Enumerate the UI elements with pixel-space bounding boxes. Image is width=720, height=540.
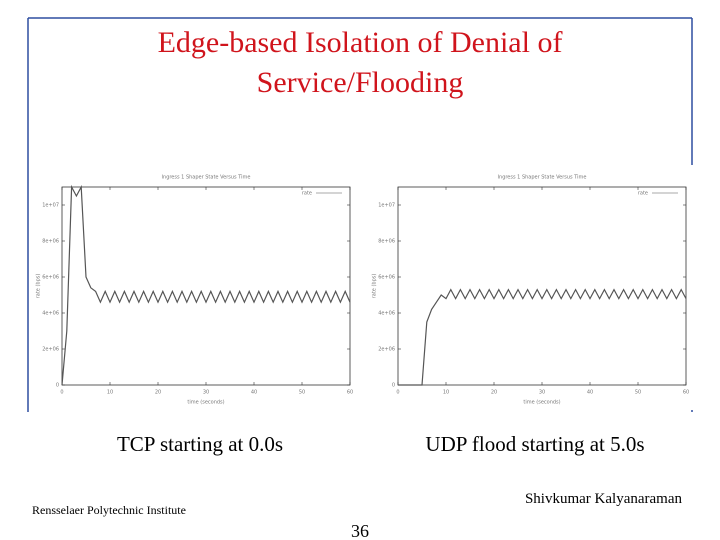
y-tick-label: 0 (56, 383, 59, 389)
x-tick-label: 50 (299, 390, 305, 396)
x-tick-label: 30 (203, 390, 209, 396)
y-axis-label: rate (bps) (36, 274, 42, 299)
y-tick-label: 6e+06 (378, 275, 395, 281)
y-axis-label: rate (bps) (372, 274, 378, 299)
x-tick-label: 10 (443, 390, 449, 396)
footer-left: Rensselaer Polytechnic Institute (32, 503, 186, 517)
page-number: 36 (351, 521, 369, 540)
data-line (398, 288, 687, 386)
x-tick-label: 20 (155, 390, 161, 396)
caption: TCP starting at 0.0s (117, 432, 283, 456)
x-tick-label: 0 (396, 390, 399, 396)
chart-background (366, 165, 696, 410)
x-tick-label: 60 (683, 390, 689, 396)
chart-background (30, 165, 360, 410)
x-axis-label: time (seconds) (523, 400, 560, 406)
y-tick-label: 1e+07 (42, 203, 59, 209)
chart-title: Ingress 1 Shaper State Versus Time (498, 175, 587, 181)
x-axis-label: time (seconds) (187, 400, 224, 406)
legend-label: rate (638, 191, 648, 197)
footer-right: Shivkumar Kalyanaraman (525, 491, 683, 507)
legend-label: rate (302, 191, 312, 197)
slide-title: Service/Flooding (257, 66, 464, 99)
x-tick-label: 0 (60, 390, 63, 396)
x-tick-label: 10 (107, 390, 113, 396)
x-tick-label: 30 (539, 390, 545, 396)
y-tick-label: 8e+06 (378, 239, 395, 245)
x-tick-label: 60 (347, 390, 353, 396)
x-tick-label: 40 (587, 390, 593, 396)
caption: UDP flood starting at 5.0s (425, 432, 644, 456)
x-tick-label: 20 (491, 390, 497, 396)
x-tick-label: 40 (251, 390, 257, 396)
chart-title: Ingress 1 Shaper State Versus Time (162, 175, 251, 181)
y-tick-label: 4e+06 (42, 311, 59, 317)
y-tick-label: 2e+06 (378, 347, 395, 353)
data-line (61, 184, 351, 386)
y-tick-label: 0 (392, 383, 395, 389)
y-tick-label: 2e+06 (42, 347, 59, 353)
slide-title: Edge-based Isolation of Denial of (158, 26, 563, 59)
y-tick-label: 8e+06 (42, 239, 59, 245)
y-tick-label: 4e+06 (378, 311, 395, 317)
y-tick-label: 1e+07 (378, 203, 395, 209)
y-tick-label: 6e+06 (42, 275, 59, 281)
x-tick-label: 50 (635, 390, 641, 396)
